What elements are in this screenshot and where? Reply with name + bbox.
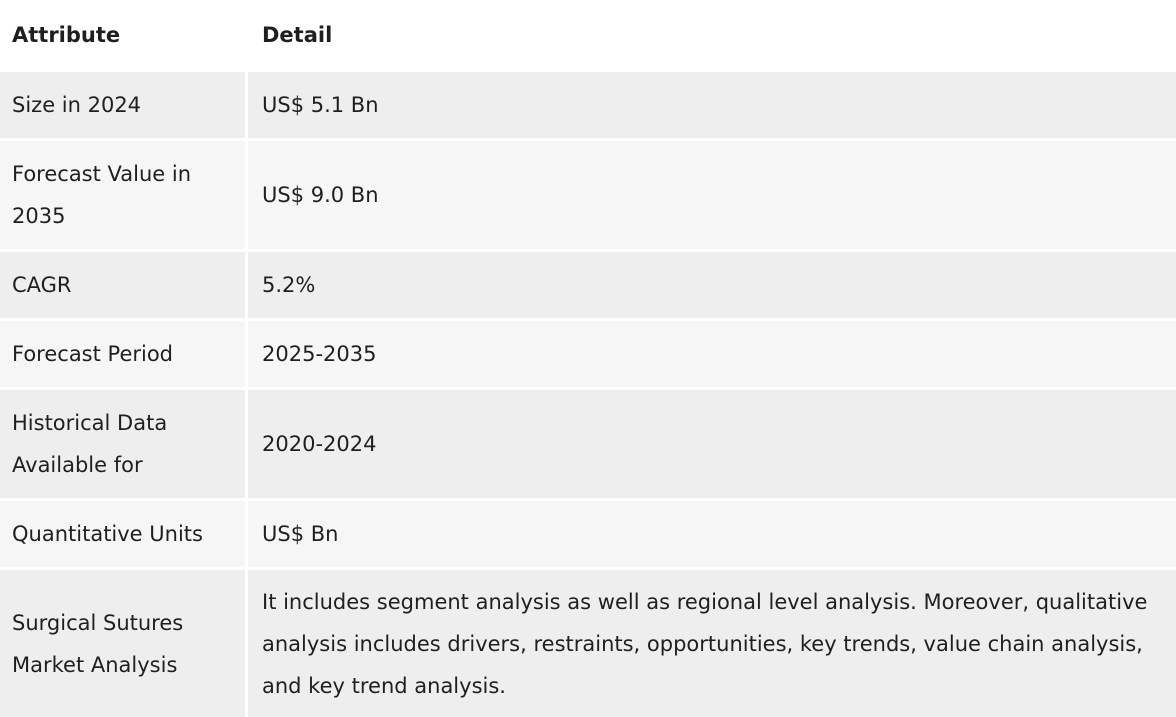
attribute-cell: Quantitative Units bbox=[0, 498, 248, 567]
detail-cell: US$ 5.1 Bn bbox=[248, 69, 1176, 138]
table-row: Historical Data Available for 2020-2024 bbox=[0, 387, 1176, 498]
detail-cell: It includes segment analysis as well as … bbox=[248, 567, 1176, 717]
detail-cell: US$ 9.0 Bn bbox=[248, 138, 1176, 249]
table-row: Size in 2024 US$ 5.1 Bn bbox=[0, 69, 1176, 138]
attribute-cell: Forecast Period bbox=[0, 318, 248, 387]
table-header-row: Attribute Detail bbox=[0, 0, 1176, 69]
table-row: Forecast Period 2025-2035 bbox=[0, 318, 1176, 387]
attribute-cell: Surgical Sutures Market Analysis bbox=[0, 567, 248, 717]
table-row: Surgical Sutures Market Analysis It incl… bbox=[0, 567, 1176, 717]
table-row: Quantitative Units US$ Bn bbox=[0, 498, 1176, 567]
attribute-cell: Size in 2024 bbox=[0, 69, 248, 138]
detail-cell: 2020-2024 bbox=[248, 387, 1176, 498]
attribute-cell: CAGR bbox=[0, 249, 248, 318]
detail-cell: 5.2% bbox=[248, 249, 1176, 318]
table-row: CAGR 5.2% bbox=[0, 249, 1176, 318]
detail-cell: 2025-2035 bbox=[248, 318, 1176, 387]
column-header-attribute: Attribute bbox=[0, 0, 248, 69]
column-header-detail: Detail bbox=[248, 0, 1176, 69]
table-row: Forecast Value in 2035 US$ 9.0 Bn bbox=[0, 138, 1176, 249]
attribute-cell: Historical Data Available for bbox=[0, 387, 248, 498]
attribute-cell: Forecast Value in 2035 bbox=[0, 138, 248, 249]
detail-cell: US$ Bn bbox=[248, 498, 1176, 567]
